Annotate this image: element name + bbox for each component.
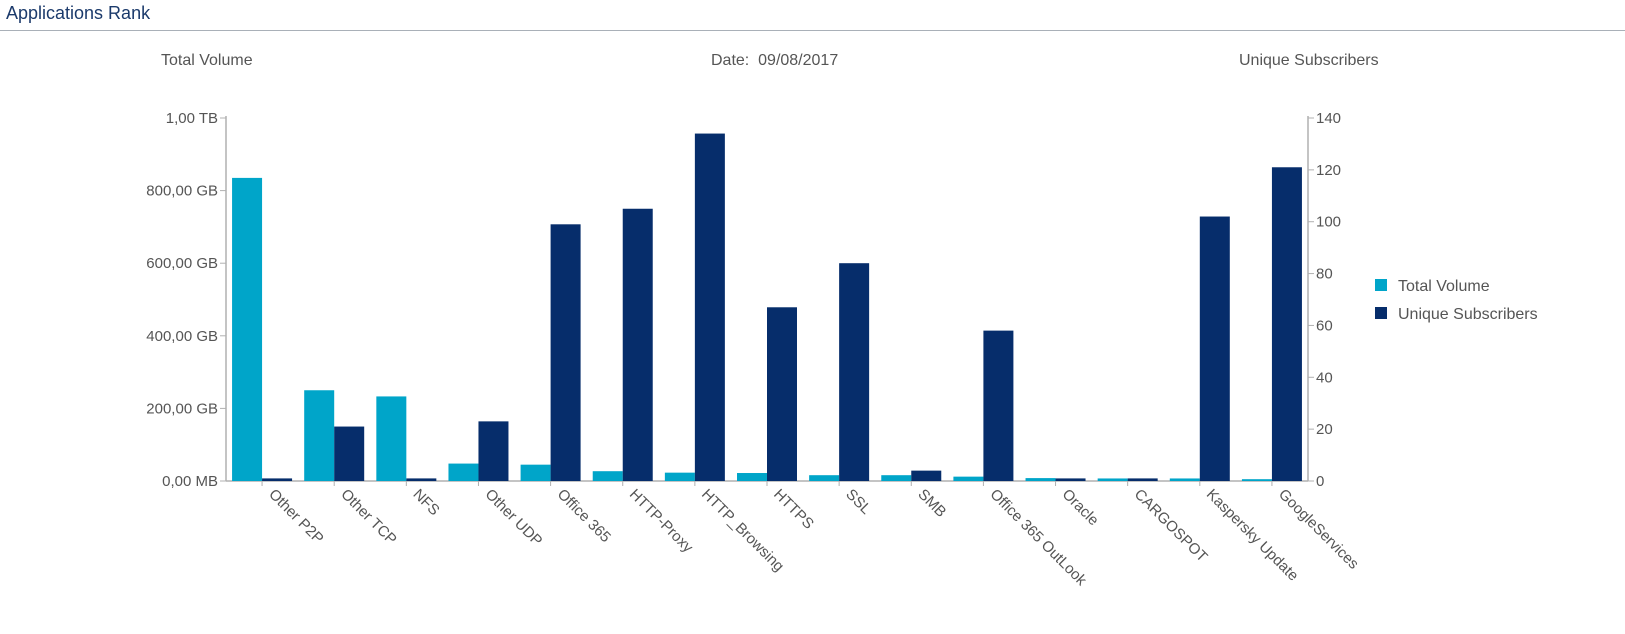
- x-axis-category-label: SMB: [914, 486, 949, 521]
- date-label: Date:: [711, 52, 750, 69]
- bar-unique-subscribers: [622, 208, 653, 481]
- left-axis-tick-label: 200,00 GB: [146, 400, 218, 417]
- bar-total-volume: [881, 475, 912, 481]
- right-axis-caption: Unique Subscribers: [1239, 52, 1379, 69]
- bar-total-volume: [520, 464, 551, 481]
- bar-unique-subscribers: [767, 307, 797, 481]
- bar-total-volume: [304, 390, 335, 481]
- panel-title: Applications Rank: [6, 3, 151, 23]
- x-axis-category-label: Other TCP: [337, 486, 400, 549]
- legend-swatch-total-volume: [1375, 279, 1387, 291]
- right-axis-tick-label: 40: [1316, 369, 1333, 386]
- bar-total-volume: [1025, 478, 1056, 481]
- right-axis-tick-label: 60: [1316, 317, 1333, 334]
- legend-label-total-volume: Total Volume: [1398, 278, 1490, 295]
- bar-total-volume: [448, 463, 479, 481]
- bar-unique-subscribers: [1055, 478, 1086, 481]
- bar-total-volume: [1097, 478, 1128, 481]
- bar-unique-subscribers: [478, 421, 509, 481]
- bar-unique-subscribers: [911, 470, 942, 481]
- left-axis-tick-label: 800,00 GB: [146, 183, 218, 200]
- x-axis-category-label: Office 365: [554, 486, 614, 546]
- bar-unique-subscribers: [262, 478, 293, 481]
- x-axis-category-label: CARGOSPOT: [1131, 486, 1211, 566]
- bar-total-volume: [592, 471, 623, 481]
- date-caption: Date: 09/08/2017: [711, 52, 838, 70]
- bar-unique-subscribers: [1127, 478, 1158, 481]
- bar-unique-subscribers: [694, 133, 725, 482]
- left-axis-caption: Total Volume: [161, 52, 253, 69]
- bar-unique-subscribers: [1271, 167, 1302, 481]
- right-axis-tick-label: 80: [1316, 266, 1333, 283]
- x-axis-category-label: HTTPS: [770, 486, 817, 533]
- bar-unique-subscribers: [839, 263, 870, 481]
- bar-unique-subscribers: [1199, 216, 1230, 481]
- bar-total-volume: [737, 473, 767, 481]
- bar-total-volume: [953, 476, 984, 481]
- bar-total-volume: [376, 396, 407, 481]
- legend-swatch-unique-subscribers: [1375, 307, 1387, 319]
- bar-total-volume: [1241, 479, 1272, 481]
- left-axis-tick-label: 1,00 TB: [166, 110, 218, 127]
- x-axis-category-label: Other UDP: [482, 486, 546, 550]
- x-axis-category-label: SSL: [842, 486, 874, 518]
- left-axis-tick-label: 600,00 GB: [146, 255, 218, 272]
- right-axis-tick-label: 0: [1316, 473, 1324, 490]
- bar-unique-subscribers: [550, 224, 581, 482]
- bar-total-volume: [664, 472, 695, 481]
- x-axis-category-label: Oracle: [1059, 486, 1102, 529]
- bar-unique-subscribers: [406, 478, 437, 481]
- legend-label-unique-subscribers: Unique Subscribers: [1398, 306, 1538, 323]
- date-value: 09/08/2017: [758, 52, 839, 69]
- right-axis-tick-label: 100: [1316, 214, 1341, 231]
- panel-header: Applications Rank: [0, 0, 1625, 31]
- right-axis-tick-label: 140: [1316, 110, 1341, 127]
- bar-unique-subscribers: [983, 330, 1014, 481]
- bar-unique-subscribers: [334, 426, 365, 481]
- right-axis-tick-label: 120: [1316, 162, 1341, 179]
- x-axis-category-label: NFS: [410, 486, 443, 519]
- right-axis-tick-label: 20: [1316, 421, 1333, 438]
- x-axis-category-label: HTTP-Proxy: [626, 486, 697, 557]
- bar-total-volume: [1169, 478, 1200, 481]
- bar-total-volume: [809, 475, 840, 481]
- left-axis-tick-label: 0,00 MB: [162, 473, 218, 490]
- bar-total-volume: [232, 177, 263, 481]
- left-axis-tick-label: 400,00 GB: [146, 328, 218, 345]
- x-axis-category-label: Other P2P: [265, 486, 327, 548]
